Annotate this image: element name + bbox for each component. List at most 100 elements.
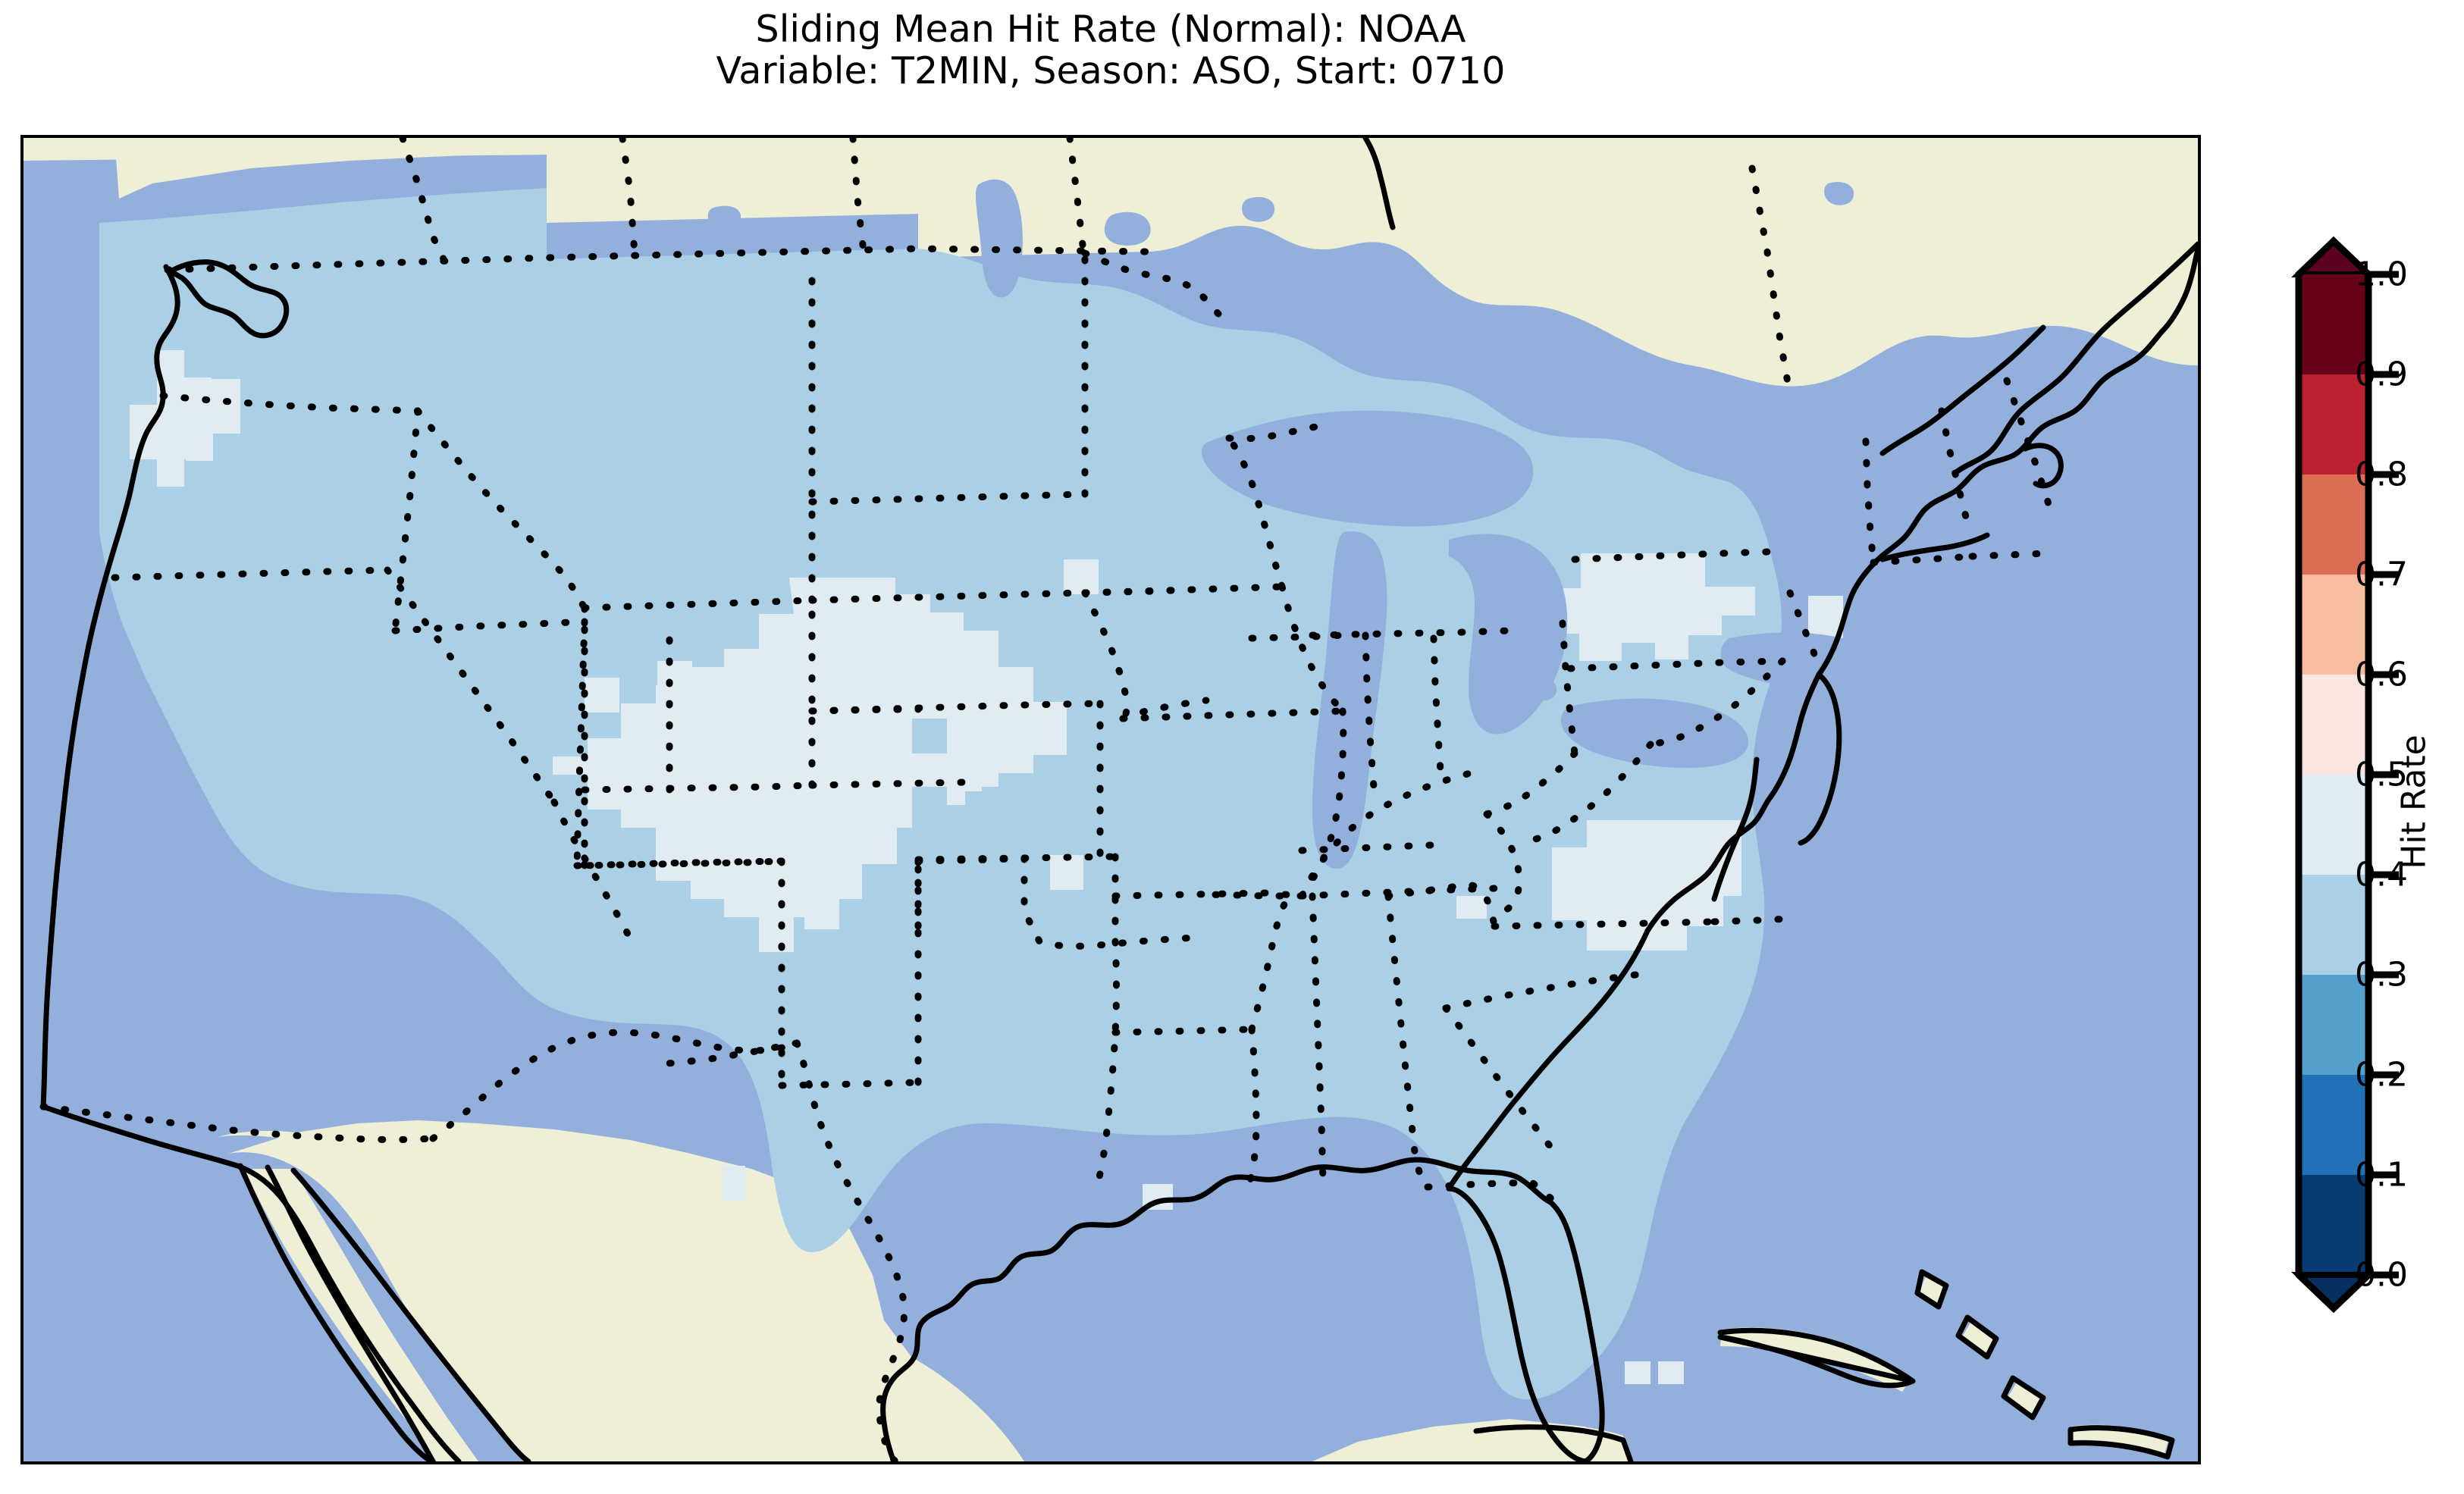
colorbar-tick-label-0.2: 0.2 [2355,1055,2408,1095]
colorbar-band-0.1-0.2 [2299,1075,2368,1175]
map-plot-area [24,138,2198,1461]
colorbar-tick-label-0.0: 0.0 [2355,1255,2408,1295]
colorbar-tick-label-0.3: 0.3 [2355,955,2408,994]
border-49th-parallel [164,245,1149,274]
border-ky-tn [1298,885,1498,900]
lake-of-the-woods [1104,211,1151,246]
border-ne-mo [1119,697,1210,722]
patch-nebraska-hole-1 [912,719,947,753]
figure-title-block: Sliding Mean Hit Rate (Normal): NOAA Var… [0,0,2221,92]
border-id-wa-or [391,407,422,634]
border-ny-ma-ct [1870,553,1976,566]
patch-nebraska-hole-4 [982,787,1000,822]
patch-fl-outlier-0p4 [1625,1361,1651,1384]
border-nv-ut [573,618,588,869]
map-axes [20,135,2201,1464]
border-nj-pa [1786,589,1821,665]
border-ky-oh [1298,766,1486,900]
border-bc-ab [399,138,449,266]
baja-outline [237,1163,436,1461]
border-mo-ar [1111,889,1306,900]
bahamas-islands [1919,1275,2042,1414]
border-ma-ct [1968,550,2052,560]
border-ab-sk [619,138,638,257]
long-island-line [1879,532,1990,562]
patch-co-outlier-0p4 [657,661,692,696]
border-mt-wy [581,597,816,612]
patch-virginia-0p4 [1552,820,1741,951]
border-mb-on [1066,138,1087,255]
colorbar-band-0.7-0.8 [2299,475,2368,575]
border-co-ks [808,778,967,789]
figure-title-line-1: Sliding Mean Hit Rate (Normal): NOAA [755,8,1466,51]
lake-st-clair [1531,678,1557,701]
lake-winnipeg [976,179,1023,298]
mexico-polygon [218,1131,1024,1461]
colorbar-tick-label-0.1: 0.1 [2355,1155,2408,1195]
lake-canada-2 [1824,181,1854,205]
border-ar-la [1111,1026,1256,1036]
border-ia-il [1278,583,1346,715]
border-ny-vt [1862,437,1877,566]
colorbar-axis-label: Hit Rate [2394,734,2434,869]
figure-subtitle-line-2: Variable: T2MIN, Season: ASO, Start: 071… [716,49,1506,92]
colorbar-tick-label-0.5: 0.5 [2355,755,2408,794]
border-co-nm [581,857,785,869]
gulf-of-california [290,1167,531,1461]
border-sk-mb [849,138,867,255]
patch-nc-outlier-0p4 [1456,896,1487,919]
colorbar-tick-label-0.8: 0.8 [2355,455,2408,494]
yucatan-outline [1473,1424,1634,1461]
chesapeake-bay-line [1644,672,1822,934]
hudson-coast-line [1362,138,1396,230]
border-mn-wi [1225,434,1286,590]
lake-erie [1560,698,1748,769]
border-nh-me [2003,377,2056,521]
lake-michigan [1312,531,1387,869]
border-us-mexico-ca [39,1103,437,1143]
colorbar-band-0.2-0.3 [2299,975,2368,1075]
cuba-outline [1717,1327,1916,1389]
patch-nebraska-hole-2 [912,787,947,840]
border-va-nc-east [1710,915,1794,926]
border-id-mt [414,407,588,612]
st-lawrence-line [1879,324,2046,456]
border-vt-nh [1938,407,1970,521]
puget-sound-line [168,259,290,339]
mexico-west-coast [40,1104,462,1461]
state-borders [39,138,2056,1461]
border-us-mexico-tx [793,1039,908,1461]
lake-canada-1 [707,205,741,228]
border-ne-ia [1081,589,1130,722]
border-al-ga [1384,892,1431,1191]
border-ok-tx [1020,854,1210,950]
colorbar-tick-label-0.7: 0.7 [2355,555,2408,594]
border-wv-outline [1483,810,1523,915]
lake-superior [1201,410,1534,527]
colorbar-tick-label-1.0: 1.0 [2355,255,2408,294]
border-la-tx [1092,938,1120,1195]
patch-nebraska-hole-3 [947,805,982,840]
patch-nm-outlier-0p4 [585,678,619,713]
colorbar-band-0.5-0.6 [2299,675,2368,775]
border-oh-pa [1559,619,1578,757]
colorbar-band-0.4-0.5 [2299,775,2368,875]
colorbar-band-0.9-1.0 [2299,274,2368,374]
colorbar-ticks [2368,271,2399,1279]
patch-pennsylvania-maryland-0p4 [1544,553,1755,661]
border-ia-mo [1119,707,1346,722]
cape-cod-line [2022,443,2064,489]
patch-ks-outlier-0p4 [804,896,839,929]
delmarva-line [1798,672,1842,846]
colorbar-band-0.0-0.1 [2299,1175,2368,1275]
border-tx-mexico-dots [657,1039,801,1068]
colorbar-tick-label-0.6: 0.6 [2355,655,2408,694]
maine-coast-line [2158,246,2198,335]
border-ms-al [1309,892,1327,1185]
canada-fill [24,138,2198,387]
border-in-oh [1430,634,1445,786]
colorbar-tick-label-0.4: 0.4 [2355,855,2408,894]
bahamas-outline [1914,1269,2175,1460]
colorbar-band-0.6-0.7 [2299,575,2368,675]
colorbar-tick-label-0.9: 0.9 [2355,355,2408,394]
